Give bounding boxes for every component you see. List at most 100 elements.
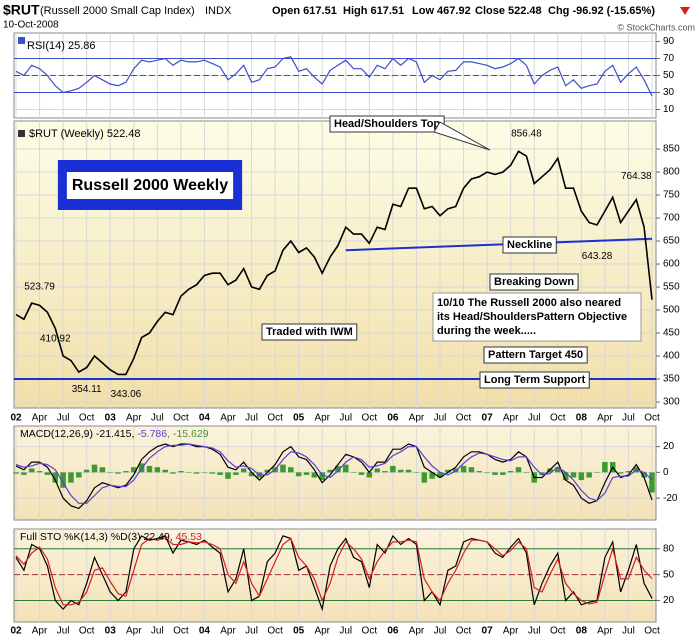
commentary: 10/10 The Russell 2000 also neared	[437, 297, 621, 309]
x-tick-label: Apr	[503, 626, 519, 637]
credit: © StockCharts.com	[617, 22, 695, 32]
peak-label: 354.11	[72, 384, 102, 395]
x-tick-label: Jul	[528, 626, 541, 637]
histogram-bar	[146, 465, 153, 473]
histogram-bar	[335, 465, 341, 473]
histogram-bar	[382, 471, 388, 473]
histogram-bar	[570, 472, 577, 478]
histogram-bar	[170, 472, 176, 474]
histogram-bar	[327, 469, 333, 473]
x-tick-label: Apr	[409, 626, 425, 637]
x-tick-label: Apr	[409, 413, 425, 424]
histogram-bar	[123, 471, 129, 473]
y-tick-label: 600	[663, 259, 680, 270]
histogram-bar	[131, 467, 137, 473]
series-line	[15, 56, 653, 97]
x-tick-label: Oct	[456, 626, 472, 637]
histogram-bar	[36, 471, 43, 473]
histogram-bar	[445, 469, 451, 473]
y-tick-label: 90	[663, 36, 675, 47]
histogram-bar	[602, 462, 608, 473]
histogram-bar	[476, 471, 483, 473]
histogram-bar	[523, 472, 530, 473]
histogram-bar	[21, 472, 27, 475]
index-name: (Russell 2000 Small Cap Index)	[40, 5, 195, 17]
histogram-bar	[343, 464, 349, 473]
histogram-bar	[641, 472, 647, 478]
y-tick-label: 650	[663, 236, 680, 247]
x-tick-label: Oct	[267, 413, 283, 424]
y-tick-label: 300	[663, 397, 680, 408]
panel-label: MACD(12,26,9) -21.415, -5.786, -15.629	[20, 428, 209, 440]
note-box	[502, 236, 557, 254]
x-tick-label: Apr	[32, 413, 48, 424]
x-tick-label: Jul	[622, 626, 635, 637]
histogram-bar	[515, 467, 522, 473]
y-tick-label: 700	[663, 213, 680, 224]
x-tick-label: Apr	[32, 626, 48, 637]
x-tick-label: Apr	[126, 626, 142, 637]
note: Head/Shoulders Top	[334, 118, 440, 130]
x-tick-label: 07	[482, 626, 494, 637]
histogram-bar	[500, 472, 506, 475]
x-tick-label: Jul	[57, 626, 70, 637]
histogram-bar	[617, 472, 624, 474]
note-box	[483, 346, 588, 364]
callout	[433, 121, 491, 151]
x-tick-label: Oct	[550, 413, 566, 424]
series-line	[15, 150, 653, 376]
y-tick-label: 400	[663, 351, 680, 362]
histogram-bar	[280, 464, 286, 473]
histogram-bar	[264, 469, 271, 473]
histogram-bar	[209, 472, 216, 474]
series-line	[15, 534, 653, 612]
histogram-bar	[507, 471, 514, 473]
x-tick-label: 08	[576, 626, 588, 637]
panel-label: $RUT (Weekly) 522.48	[29, 128, 140, 140]
histogram-bar	[397, 469, 404, 473]
histogram-bar	[390, 465, 396, 473]
label-icon	[18, 37, 25, 44]
note: Breaking Down	[494, 276, 574, 288]
histogram-bar	[193, 472, 200, 474]
commentary-box	[432, 292, 642, 342]
open: Open 617.51	[272, 5, 337, 17]
label-icon	[18, 130, 25, 137]
y-tick-label: 30	[663, 87, 675, 98]
x-tick-label: Oct	[173, 626, 189, 637]
peak-label: 410.92	[40, 334, 71, 345]
panel-label: Full STO %K(14,3) %D(3) 22.49, 45.53	[20, 531, 202, 543]
low: Low 467.92	[412, 5, 471, 17]
x-tick-label: Jul	[434, 413, 447, 424]
histogram-bar	[162, 469, 168, 473]
x-tick-label: Jul	[151, 413, 164, 424]
date: 10-Oct-2008	[3, 20, 59, 31]
x-tick-label: Apr	[126, 413, 142, 424]
histogram-bar	[28, 468, 35, 473]
x-tick-label: Apr	[503, 413, 519, 424]
histogram-bar	[319, 472, 325, 481]
peak-label: 643.28	[582, 251, 613, 262]
y-tick-label: 550	[663, 282, 680, 293]
x-tick-label: Jul	[339, 413, 352, 424]
histogram-bar	[217, 472, 223, 475]
neckline	[345, 237, 653, 252]
histogram-bar	[421, 472, 428, 483]
y-tick-label: 20	[663, 441, 675, 452]
x-tick-label: Oct	[79, 413, 95, 424]
series-line	[15, 536, 653, 606]
series-line	[15, 443, 653, 504]
panel-label-part: , -15.629	[167, 428, 209, 440]
histogram-bar	[76, 472, 82, 478]
y-tick-label: 20	[663, 595, 675, 606]
high: High 617.51	[343, 5, 404, 17]
x-tick-label: Apr	[314, 626, 330, 637]
x-tick-label: 05	[293, 413, 305, 424]
x-tick-label: 03	[105, 413, 117, 424]
commentary: during the week.....	[437, 325, 536, 337]
histogram-bar	[225, 472, 231, 479]
histogram-bar	[555, 467, 561, 473]
histogram-bar	[405, 469, 412, 473]
y-tick-label: 50	[663, 569, 675, 580]
